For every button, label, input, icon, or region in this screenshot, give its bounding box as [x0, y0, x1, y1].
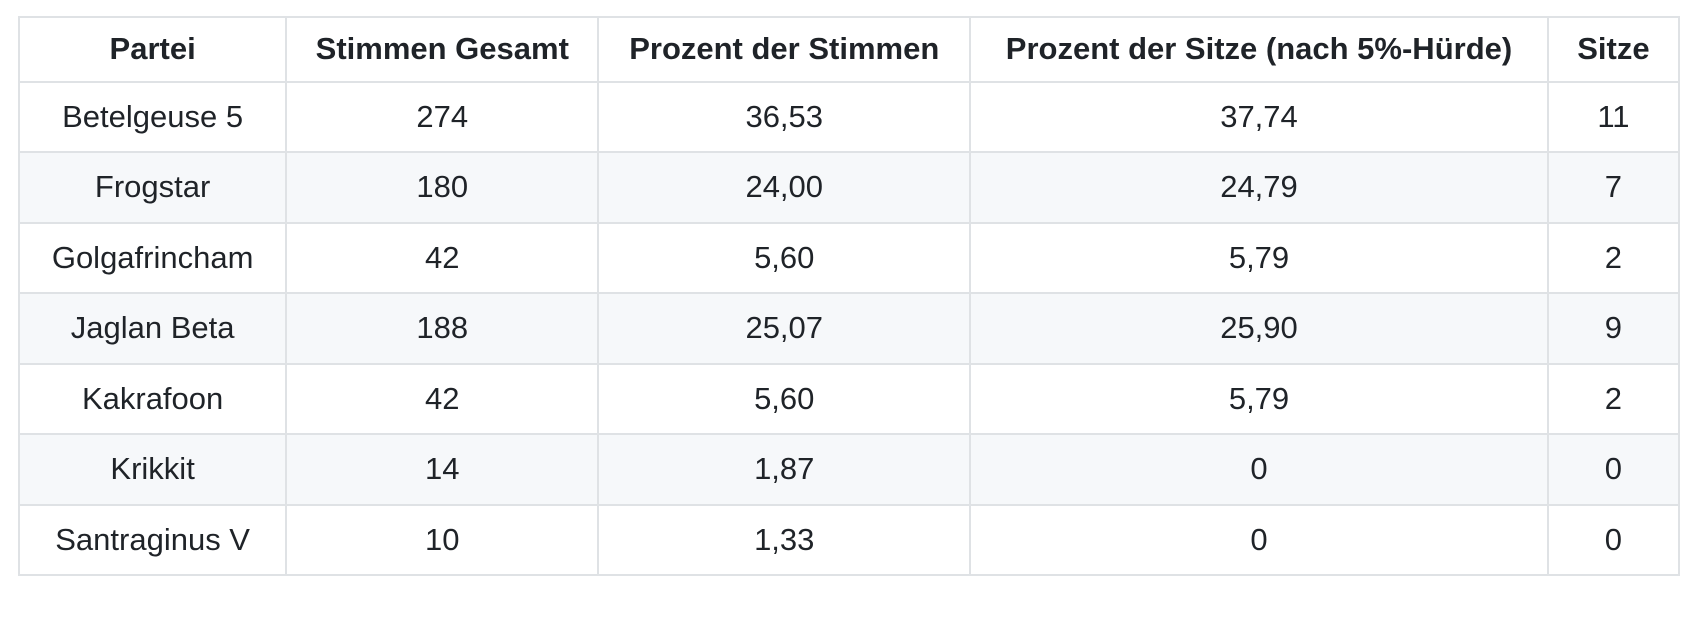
table-row: Betelgeuse 5 274 36,53 37,74 11	[17, 80, 1681, 153]
table-row: Jaglan Beta 188 25,07 25,90 9	[17, 292, 1681, 365]
table-cell: 2	[1546, 221, 1681, 294]
table-cell: 2	[1546, 362, 1681, 435]
table-cell: 37,74	[969, 80, 1549, 153]
table-cell: 25,07	[597, 292, 972, 365]
table-cell: 25,90	[969, 292, 1549, 365]
table-cell: 188	[285, 292, 600, 365]
table-cell: Krikkit	[17, 433, 288, 506]
table-cell: 1,33	[597, 503, 972, 576]
table-cell: Kakrafoon	[17, 362, 288, 435]
table-cell: 14	[285, 433, 600, 506]
table-cell: 0	[969, 503, 1549, 576]
table-cell: 0	[1546, 503, 1681, 576]
results-table-container: Partei Stimmen Gesamt Prozent der Stimme…	[17, 16, 1681, 576]
table-header-row: Partei Stimmen Gesamt Prozent der Stimme…	[17, 16, 1681, 83]
column-header-stimmen-gesamt: Stimmen Gesamt	[285, 16, 600, 83]
table-cell: 7	[1546, 151, 1681, 224]
table-cell: Golgafrincham	[17, 221, 288, 294]
table-cell: 274	[285, 80, 600, 153]
table-row: Kakrafoon 42 5,60 5,79 2	[17, 362, 1681, 435]
table-cell: 24,00	[597, 151, 972, 224]
table-cell: 42	[285, 221, 600, 294]
table-cell: 1,87	[597, 433, 972, 506]
table-cell: 10	[285, 503, 600, 576]
table-cell: 5,60	[597, 362, 972, 435]
table-row: Krikkit 14 1,87 0 0	[17, 433, 1681, 506]
table-cell: 0	[969, 433, 1549, 506]
table-body: Betelgeuse 5 274 36,53 37,74 11 Frogstar 180 24…	[17, 80, 1681, 576]
table-cell: 5,79	[969, 221, 1549, 294]
table-cell: 36,53	[597, 80, 972, 153]
column-header-partei: Partei	[17, 16, 288, 83]
table-cell: 9	[1546, 292, 1681, 365]
table-cell: Betelgeuse 5	[17, 80, 288, 153]
column-header-prozent-der-sitze: Prozent der Sitze (nach 5%-Hürde)	[969, 16, 1549, 83]
table-row: Santraginus V 10 1,33 0 0	[17, 503, 1681, 576]
table-row: Golgafrincham 42 5,60 5,79 2	[17, 221, 1681, 294]
table-cell: 0	[1546, 433, 1681, 506]
table-header: Partei Stimmen Gesamt Prozent der Stimme…	[17, 16, 1681, 83]
table-cell: Frogstar	[17, 151, 288, 224]
column-header-sitze: Sitze	[1546, 16, 1681, 83]
table-cell: 42	[285, 362, 600, 435]
table-cell: Santraginus V	[17, 503, 288, 576]
table-cell: 5,60	[597, 221, 972, 294]
column-header-prozent-der-stimmen: Prozent der Stimmen	[597, 16, 972, 83]
table-cell: 5,79	[969, 362, 1549, 435]
table-cell: 24,79	[969, 151, 1549, 224]
election-results-table: Partei Stimmen Gesamt Prozent der Stimme…	[17, 16, 1681, 576]
table-cell: Jaglan Beta	[17, 292, 288, 365]
table-row: Frogstar 180 24,00 24,79 7	[17, 151, 1681, 224]
table-cell: 11	[1546, 80, 1681, 153]
table-cell: 180	[285, 151, 600, 224]
